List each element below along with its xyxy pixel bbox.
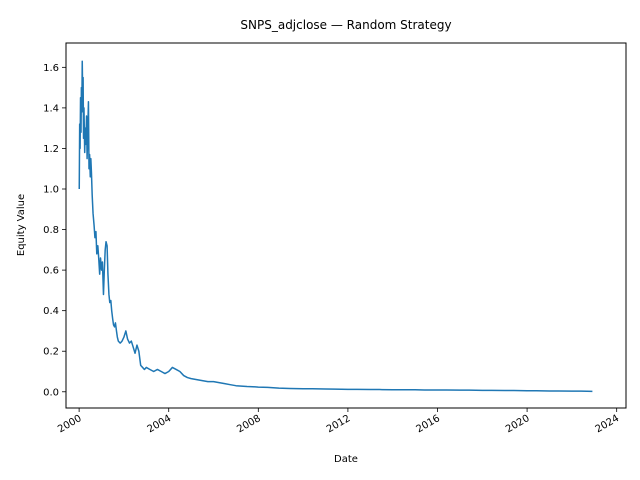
- plot-frame: [65, 42, 627, 409]
- y-axis-title: Equity Value: [16, 194, 27, 256]
- x-axis-title: Date: [334, 454, 358, 465]
- x-tick-label: 2016: [414, 413, 442, 435]
- chart-title: SNPS_adjclose — Random Strategy: [240, 18, 451, 32]
- y-tick-label: 1.0: [43, 185, 59, 196]
- x-tick-label: 2020: [504, 413, 532, 435]
- x-tick-label: 2012: [325, 413, 353, 435]
- y-axis: 0.0 0.2 0.4 0.6 0.8 1.0 1.2 1.4 1.6: [43, 63, 66, 398]
- y-tick-label: 0.6: [43, 266, 59, 277]
- y-tick-label: 0.8: [43, 225, 59, 236]
- x-tick-label: 2008: [235, 413, 263, 435]
- equity-line: [78, 60, 593, 393]
- y-tick-label: 1.2: [43, 144, 59, 155]
- x-tick-label: 2024: [594, 413, 622, 435]
- x-tick-label: 2000: [56, 413, 84, 435]
- y-tick-label: 1.4: [43, 103, 59, 114]
- y-tick-label: 0.2: [43, 347, 59, 358]
- y-tick-label: 0.4: [43, 306, 59, 317]
- x-axis: 2000 2004 2008 2012 2016 2020 2024: [56, 408, 621, 435]
- x-tick-label: 2004: [146, 413, 174, 435]
- y-tick-label: 0.0: [43, 387, 59, 398]
- y-tick-label: 1.6: [43, 63, 59, 74]
